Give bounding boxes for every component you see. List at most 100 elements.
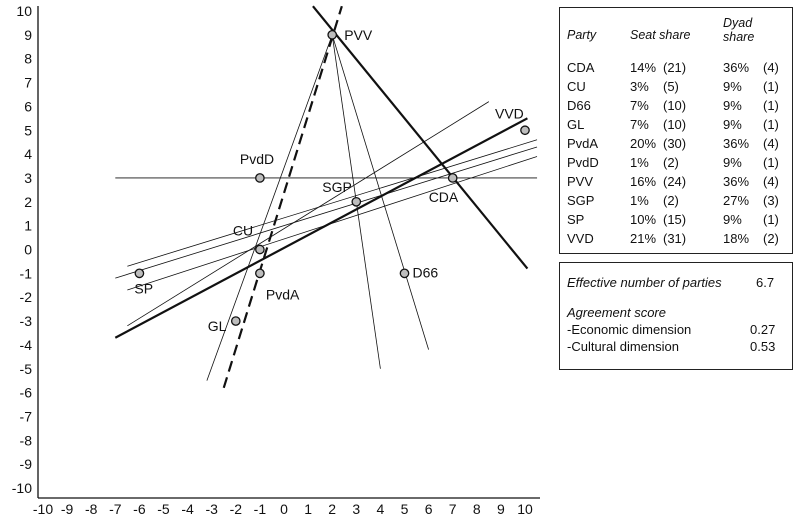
cell-dyad-pct: 36% <box>723 136 750 151</box>
thin-line <box>127 156 538 291</box>
table-row: PvdD 1% (2) 9% (1) <box>560 155 792 172</box>
x-tick-label: 1 <box>304 501 312 517</box>
economic-value: 0.27 <box>750 322 776 337</box>
cell-dyad-pct: 36% <box>723 174 750 189</box>
cell-dyad-n: (4) <box>763 174 779 189</box>
y-tick-label: 5 <box>24 122 32 138</box>
x-tick-label: -2 <box>230 501 243 517</box>
y-tick-label: -6 <box>20 385 33 401</box>
x-tick-label: -4 <box>181 501 194 517</box>
point-label-d66: D66 <box>413 264 439 280</box>
table-row: PVV 16% (24) 36% (4) <box>560 174 792 191</box>
thin-line <box>206 34 333 381</box>
point-label-sp: SP <box>134 280 153 296</box>
point-label-pvv: PVV <box>344 27 373 43</box>
cell-dyad-n: (1) <box>763 117 779 132</box>
x-tick-label: -3 <box>205 501 218 517</box>
cell-seat-n: (24) <box>663 174 687 189</box>
y-tick-label: -2 <box>20 289 33 305</box>
x-tick-label: -7 <box>109 501 122 517</box>
x-tick-label: 0 <box>280 501 288 517</box>
point-vvd <box>520 125 530 136</box>
table-row: GL 7% (10) 9% (1) <box>560 117 792 134</box>
point-cda <box>447 173 458 183</box>
cell-seat-n: (21) <box>663 60 687 75</box>
cell-seat-pct: 3% <box>630 79 649 94</box>
y-tick-label: -5 <box>20 361 33 377</box>
y-tick-label: -10 <box>12 480 32 496</box>
cell-seat-pct: 7% <box>630 98 649 113</box>
cell-seat-n: (5) <box>663 79 679 94</box>
x-tick-label: -9 <box>61 501 74 517</box>
cell-seat-pct: 1% <box>630 155 649 170</box>
y-tick-label: 9 <box>24 27 32 43</box>
y-tick-label: 3 <box>24 170 32 186</box>
enp-label: Effective number of parties <box>567 275 722 290</box>
dashed-line <box>222 5 343 389</box>
point-label-sgp: SGP <box>322 179 352 195</box>
cell-seat-pct: 1% <box>630 193 649 208</box>
cell-seat-pct: 14% <box>630 60 657 75</box>
point-d66 <box>399 268 410 279</box>
cell-seat-pct: 7% <box>630 117 649 132</box>
cell-seat-n: (2) <box>663 193 679 208</box>
cell-seat-pct: 20% <box>630 136 657 151</box>
y-tick-label: -3 <box>20 313 33 329</box>
x-tick-label: -1 <box>254 501 267 517</box>
cell-dyad-pct: 9% <box>723 212 742 227</box>
cell-party: PvdD <box>567 155 599 170</box>
agreement-label: Agreement score <box>567 305 666 320</box>
cell-dyad-pct: 9% <box>723 117 742 132</box>
cell-dyad-pct: 9% <box>723 98 742 113</box>
x-tick-label: 10 <box>517 501 533 517</box>
economic-label: -Economic dimension <box>567 322 692 337</box>
point-label-pvdd: PvdD <box>240 151 274 167</box>
point-gl <box>230 316 241 326</box>
seat-share-table: Party Seat share Dyad share CDA 14% (21) 36… <box>559 7 793 254</box>
stats-panel: Effective number of parties 6.7 Agreemen… <box>559 262 793 370</box>
y-tick-label: -4 <box>20 337 33 353</box>
point-sp <box>134 268 145 279</box>
cell-dyad-n: (1) <box>763 79 779 94</box>
cultural-label: -Cultural dimension <box>567 339 679 354</box>
y-tick-label: 10 <box>16 3 32 19</box>
y-tick-label: 7 <box>24 75 32 91</box>
cell-party: SGP <box>567 193 595 208</box>
y-tick-label: 1 <box>24 218 32 234</box>
point-cu <box>255 244 265 255</box>
y-tick-label: 2 <box>24 194 32 210</box>
header-dyad-line1: Dyad <box>723 16 753 30</box>
thin-line <box>127 139 538 267</box>
x-tick-label: 6 <box>425 501 433 517</box>
cell-dyad-n: (3) <box>763 193 779 208</box>
point-pvv <box>327 29 338 40</box>
x-tick-label: -5 <box>157 501 170 517</box>
x-tick-label: -10 <box>33 501 53 517</box>
y-tick-label: -9 <box>20 456 33 472</box>
x-tick-label: -6 <box>133 501 146 517</box>
enp-value: 6.7 <box>756 275 775 290</box>
y-tick-label: -8 <box>20 432 33 448</box>
thin-line <box>115 146 538 279</box>
thin-line <box>331 34 429 350</box>
cell-seat-pct: 10% <box>630 212 657 227</box>
cell-dyad-pct: 9% <box>723 79 742 94</box>
table-row: CU 3% (5) 9% (1) <box>560 79 792 96</box>
x-tick-label: 5 <box>401 501 409 517</box>
cell-dyad-pct: 18% <box>723 231 750 246</box>
cell-party: D66 <box>567 98 591 113</box>
cell-seat-n: (15) <box>663 212 687 227</box>
cell-dyad-n: (1) <box>763 98 779 113</box>
table-row: CDA 14% (21) 36% (4) <box>560 60 792 77</box>
cell-dyad-n: (1) <box>763 155 779 170</box>
cell-dyad-n: (2) <box>763 231 779 246</box>
x-tick-label: 4 <box>377 501 385 517</box>
point-label-vvd: VVD <box>495 105 524 121</box>
point-label-gl: GL <box>208 318 227 334</box>
cell-party: VVD <box>567 231 594 246</box>
cell-party: PvdA <box>567 136 599 151</box>
cell-dyad-n: (4) <box>763 136 779 151</box>
thick-line <box>114 117 528 339</box>
cell-party: GL <box>567 117 585 132</box>
